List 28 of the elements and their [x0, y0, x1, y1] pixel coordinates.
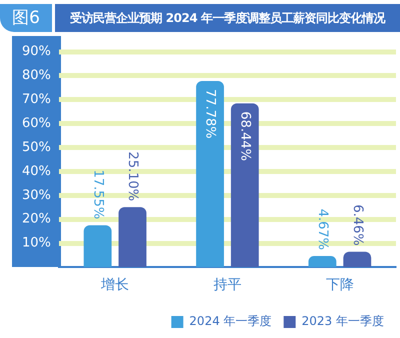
text: 77.78% [202, 89, 218, 139]
text: 68.44% [237, 111, 252, 161]
y-tick-label: 50% [22, 140, 51, 155]
y-tick-label: 80% [22, 68, 51, 84]
bar [343, 252, 372, 268]
y-tick-label: 60% [22, 116, 51, 131]
x-tick-label: 增长 [100, 277, 130, 294]
bar [308, 256, 336, 268]
y-tick-label: 70% [22, 92, 51, 108]
y-tick-label: 10% [22, 236, 51, 251]
caption: 图6 [0, 4, 52, 32]
text: 17.55% [90, 170, 106, 220]
bar [230, 103, 259, 268]
x-tick-label: 持平 [213, 277, 242, 294]
text: 4.67% [315, 208, 330, 250]
text: 6.46% [350, 204, 365, 246]
y-tick-label: 90% [22, 44, 51, 60]
bar [118, 207, 146, 268]
x-tick-label: 下降 [326, 277, 354, 294]
bar [84, 225, 112, 268]
legend-label: 2024 年一季度 [189, 314, 272, 328]
y-tick-label: 40% [22, 164, 51, 179]
text: 25.10% [125, 152, 140, 202]
chart-title: 受访民营企业预期 2024 年一季度调整员工薪资同比变化情况 [55, 4, 400, 32]
y-tick-label: 20% [22, 212, 51, 227]
y-tick-label: 30% [22, 188, 51, 203]
bar [196, 81, 224, 268]
legend-label: 2023 年一季度 [302, 314, 384, 328]
